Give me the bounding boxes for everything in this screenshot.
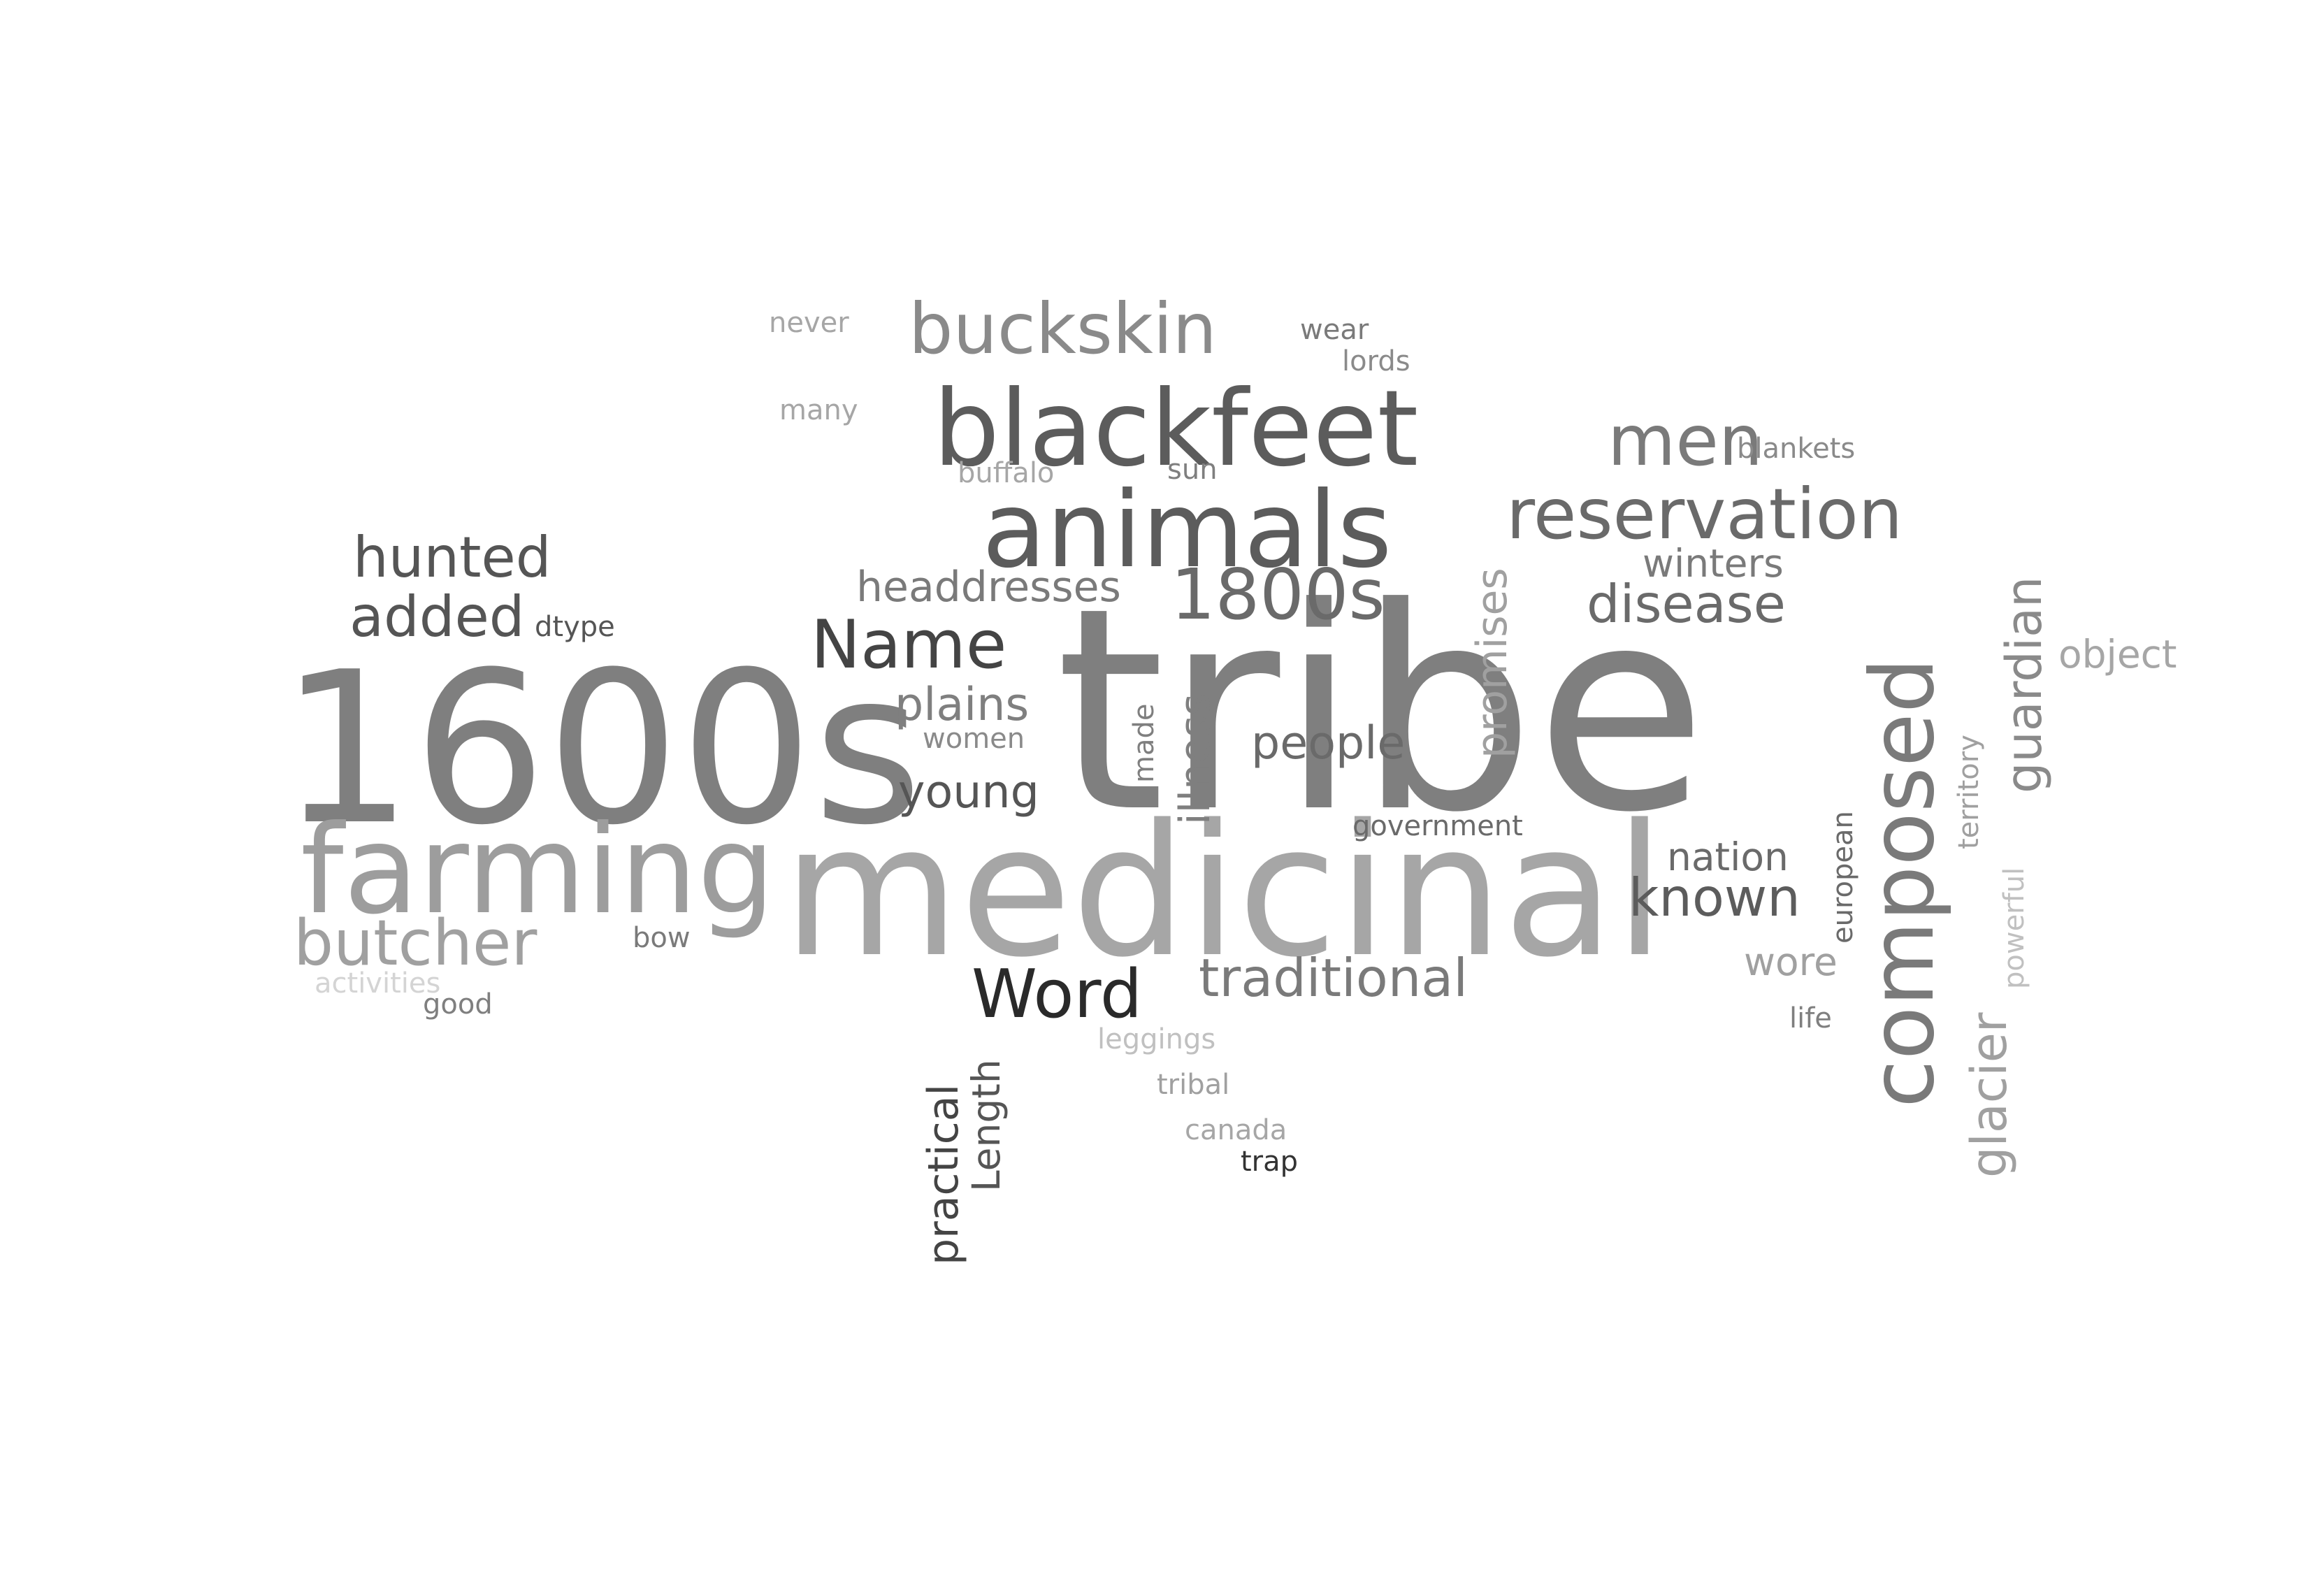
cloud-word: reservation <box>1506 473 1903 555</box>
cloud-word: Name <box>811 607 1006 684</box>
cloud-word: promises <box>1468 568 1517 758</box>
cloud-word: european <box>1827 811 1859 944</box>
cloud-word: women <box>923 723 1025 755</box>
cloud-word: buckskin <box>909 288 1217 370</box>
cloud-word: canada <box>1185 1114 1287 1146</box>
cloud-word: sun <box>1167 454 1218 486</box>
cloud-word: government <box>1352 810 1523 842</box>
cloud-word: hunted <box>353 525 551 590</box>
cloud-word: object <box>2058 632 2177 677</box>
cloud-word: practical <box>919 1084 968 1265</box>
cloud-word: plains <box>895 679 1029 731</box>
cloud-word: trap <box>1241 1146 1298 1178</box>
cloud-word: medicinal <box>783 786 1665 997</box>
cloud-word: powerful <box>1998 867 2030 989</box>
cloud-word: nation <box>1667 835 1789 879</box>
cloud-word: illness <box>1171 694 1220 825</box>
cloud-word: butcher <box>294 907 537 980</box>
cloud-word: bow <box>633 922 691 954</box>
cloud-word: added <box>349 584 525 649</box>
cloud-word: young <box>898 766 1039 819</box>
cloud-word: 1800s <box>1171 554 1385 635</box>
cloud-word: activities <box>315 967 440 1000</box>
cloud-word: blankets <box>1737 433 1855 465</box>
cloud-word: 1600s <box>280 627 923 871</box>
cloud-word: tribal <box>1157 1069 1229 1101</box>
cloud-word: glacier <box>1961 1012 2018 1178</box>
cloud-word: many <box>779 394 858 426</box>
cloud-word: leggings <box>1097 1023 1215 1055</box>
cloud-word: never <box>769 307 849 339</box>
cloud-word: winters <box>1643 541 1784 586</box>
cloud-word: life <box>1789 1002 1832 1034</box>
cloud-word: traditional <box>1199 947 1468 1009</box>
cloud-word: blackfeet <box>933 368 1418 490</box>
cloud-word: tribe <box>1055 549 1707 874</box>
cloud-word: animals <box>982 470 1392 591</box>
cloud-word: good <box>423 988 493 1021</box>
cloud-word: men <box>1608 400 1763 482</box>
cloud-word: known <box>1629 867 1800 928</box>
cloud-word: made <box>1128 704 1160 783</box>
cloud-word: wear <box>1300 314 1369 346</box>
cloud-word: people <box>1251 717 1405 770</box>
cloud-word: Word <box>972 956 1142 1033</box>
cloud-word: wore <box>1744 939 1838 984</box>
cloud-word: dtype <box>535 611 615 643</box>
cloud-word: territory <box>1953 735 1985 849</box>
cloud-word: Length <box>964 1059 1009 1192</box>
cloud-word: composed <box>1852 658 1954 1108</box>
cloud-word: disease <box>1587 573 1786 635</box>
cloud-word: farming <box>301 800 775 942</box>
cloud-word: headdresses <box>856 563 1121 612</box>
cloud-word: guardian <box>1995 577 2053 793</box>
cloud-word: lords <box>1342 345 1410 377</box>
cloud-word: buffalo <box>958 457 1054 489</box>
